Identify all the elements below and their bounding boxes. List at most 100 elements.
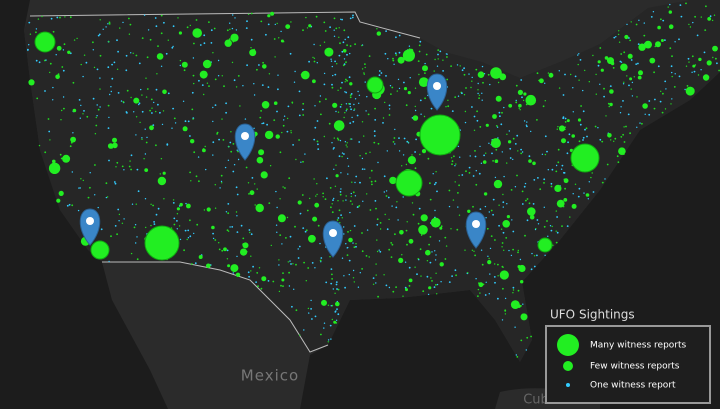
- sighting: [339, 191, 342, 193]
- sighting: [210, 29, 213, 32]
- sighting: [434, 250, 436, 252]
- sighting: [503, 175, 505, 178]
- sighting: [319, 95, 322, 97]
- sighting: [547, 72, 550, 74]
- pin[interactable]: [322, 220, 344, 258]
- sighting: [492, 114, 497, 119]
- sighting: [481, 65, 484, 68]
- sighting: [478, 94, 481, 97]
- sighting: [694, 15, 696, 18]
- sighting: [644, 113, 646, 116]
- sighting: [343, 153, 345, 155]
- sighting: [706, 60, 712, 66]
- sighting: [478, 172, 481, 175]
- sighting: [286, 130, 289, 133]
- sighting: [626, 23, 628, 26]
- sighting: [60, 119, 62, 121]
- sighting: [508, 249, 510, 252]
- sighting: [522, 303, 524, 305]
- sighting: [629, 132, 631, 135]
- sighting: [118, 220, 120, 222]
- sighting: [389, 176, 397, 185]
- sighting: [159, 111, 161, 114]
- sighting: [203, 93, 205, 96]
- sighting: [468, 166, 471, 169]
- sighting: [357, 286, 360, 288]
- sighting: [670, 65, 673, 68]
- sighting: [386, 150, 388, 152]
- sighting: [385, 195, 388, 197]
- sighting: [537, 223, 540, 225]
- sighting: [607, 57, 614, 65]
- sighting: [179, 59, 182, 62]
- sighting: [494, 263, 496, 265]
- sighting: [392, 57, 394, 60]
- sighting: [195, 175, 198, 178]
- pin[interactable]: [465, 211, 487, 249]
- sighting: [342, 200, 344, 202]
- sighting: [419, 40, 422, 43]
- sighting: [662, 92, 664, 95]
- sighting: [242, 242, 249, 249]
- sighting: [373, 141, 376, 144]
- sighting: [361, 121, 364, 123]
- sighting: [108, 21, 111, 24]
- sighting: [156, 53, 164, 60]
- sighting: [349, 122, 352, 124]
- sighting: [638, 70, 643, 76]
- sighting: [107, 66, 110, 69]
- sighting: [439, 50, 442, 53]
- sighting: [256, 272, 259, 274]
- sighting: [358, 94, 361, 97]
- sighting: [558, 70, 560, 72]
- sighting: [468, 172, 471, 174]
- sighting: [542, 105, 545, 108]
- sighting: [533, 179, 536, 181]
- sighting: [376, 28, 378, 30]
- sighting: [372, 277, 375, 279]
- sighting: [333, 29, 335, 31]
- sighting: [256, 156, 264, 164]
- sighting: [635, 23, 638, 26]
- sighting: [189, 135, 191, 137]
- sighting: [385, 190, 388, 192]
- sighting: [242, 237, 245, 240]
- sighting: [491, 152, 493, 155]
- sighting: [358, 102, 360, 105]
- sighting: [223, 85, 225, 88]
- sighting: [487, 260, 492, 265]
- sighting: [191, 108, 194, 111]
- sighting: [504, 297, 507, 300]
- sighting: [352, 14, 354, 17]
- sighting: [250, 255, 252, 257]
- sighting: [498, 204, 500, 206]
- sighting: [579, 123, 582, 126]
- sighting: [523, 92, 527, 96]
- sighting: [625, 125, 627, 128]
- sighting: [390, 256, 393, 258]
- sighting: [160, 65, 163, 68]
- pin[interactable]: [234, 123, 256, 161]
- sighting: [435, 181, 437, 184]
- sighting: [63, 43, 66, 46]
- sighting: [533, 255, 536, 257]
- sighting: [251, 177, 254, 179]
- sighting: [67, 50, 71, 54]
- sighting: [68, 203, 71, 206]
- sighting: [455, 163, 457, 165]
- sighting: [395, 169, 423, 197]
- sighting: [135, 54, 138, 57]
- sighting: [59, 153, 62, 156]
- sighting: [61, 109, 63, 112]
- pin[interactable]: [426, 73, 448, 111]
- sighting: [617, 161, 620, 164]
- sighting: [177, 17, 179, 19]
- sighting: [340, 214, 342, 217]
- sighting: [519, 258, 522, 261]
- sighting: [250, 270, 252, 272]
- pin[interactable]: [79, 208, 101, 246]
- sighting: [485, 123, 489, 127]
- sighting: [516, 134, 519, 137]
- sighting: [388, 286, 391, 289]
- sighting: [414, 167, 417, 170]
